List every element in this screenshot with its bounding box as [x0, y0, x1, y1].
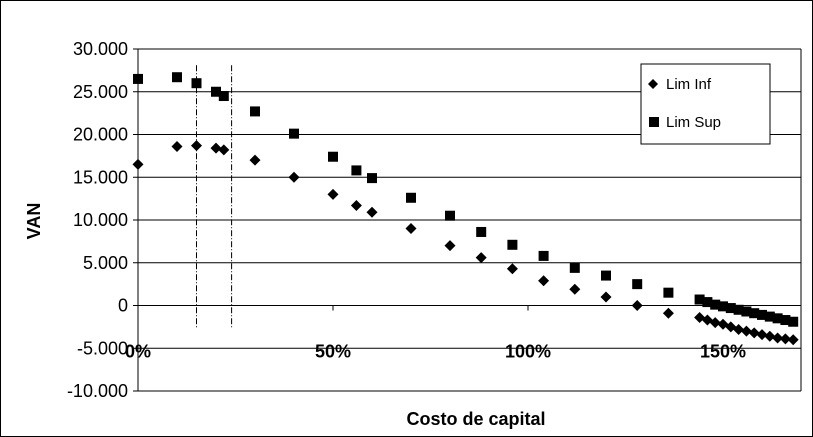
y-tick-label-4: 10.000	[73, 210, 128, 230]
lim-inf-point-10	[405, 223, 417, 235]
y-tick-label-6: 0	[118, 296, 128, 316]
lim-sup-point-10	[406, 192, 416, 203]
y-tick-label-2: 20.000	[73, 125, 128, 145]
lim-sup-point-16	[601, 270, 611, 281]
lim-sup-point-22	[718, 301, 728, 312]
lim-inf-point-11	[444, 240, 456, 252]
lim-sup-point-9	[367, 173, 377, 184]
y-tick-label-3: 15.000	[73, 167, 128, 187]
lim-sup-point-18	[663, 287, 674, 298]
y-axis-title: VAN	[24, 203, 44, 240]
lim-sup-point-27	[757, 309, 767, 320]
lim-inf-point-27	[756, 329, 768, 341]
lim-sup-point-12	[476, 226, 487, 237]
lim-inf-point-3	[210, 142, 222, 154]
lim-inf-point-1	[171, 140, 183, 152]
lim-inf-point-6	[288, 171, 300, 183]
lim-inf-point-9	[366, 206, 378, 218]
lim-sup-point-25	[741, 306, 752, 317]
y-tick-label-8: -10.000	[67, 381, 128, 401]
lim-inf-point-24	[733, 323, 745, 335]
lim-sup-point-19	[694, 294, 705, 305]
lim-sup-point-26	[749, 308, 760, 319]
x-tick-label-2: 100%	[505, 342, 551, 362]
lim-inf-point-16	[600, 291, 612, 303]
lim-inf-point-12	[475, 252, 487, 264]
lim-sup-point-23	[725, 303, 736, 314]
lim-sup-point-28	[764, 311, 775, 322]
lim-sup-point-21	[710, 299, 721, 310]
lim-inf-point-28	[764, 330, 776, 342]
lim-sup-point-20	[702, 297, 713, 308]
lim-sup-point-14	[538, 250, 549, 261]
lim-sup-point-29	[772, 313, 783, 324]
lim-inf-point-14	[538, 275, 550, 287]
x-axis-title: Costo de capital	[406, 409, 545, 429]
lim-sup-point-7	[328, 151, 338, 162]
legend-marker-lim-sup	[649, 117, 659, 127]
lim-sup-point-8	[351, 165, 362, 176]
lim-inf-point-25	[740, 325, 752, 337]
legend-label-lim-inf: Lim Inf	[666, 76, 712, 93]
x-tick-label-0: 0%	[125, 342, 151, 362]
lim-inf-point-5	[249, 154, 261, 166]
lim-inf-point-13	[506, 263, 518, 275]
lim-inf-point-30	[779, 333, 791, 345]
x-tick-label-1: 50%	[315, 342, 351, 362]
lim-sup-point-15	[569, 262, 580, 273]
lim-sup-point-31	[788, 316, 799, 327]
lim-inf-point-0	[132, 158, 144, 170]
y-tick-label-5: 5.000	[83, 253, 128, 273]
lim-sup-point-6	[289, 128, 299, 139]
lim-sup-point-17	[632, 279, 643, 290]
lim-inf-point-29	[772, 332, 784, 344]
y-tick-label-1: 25.000	[73, 82, 128, 102]
lim-inf-point-8	[350, 199, 362, 211]
lim-sup-point-2	[191, 78, 202, 89]
lim-sup-point-0	[133, 73, 143, 84]
lim-sup-point-11	[445, 210, 455, 221]
legend-box	[640, 63, 771, 145]
legend-label-lim-sup: Lim Sup	[666, 114, 721, 131]
lim-sup-point-30	[780, 315, 791, 326]
lim-inf-point-2	[191, 140, 202, 152]
lim-sup-point-13	[507, 239, 518, 250]
lim-inf-point-4	[218, 144, 230, 156]
lim-inf-point-26	[748, 327, 760, 339]
lim-inf-point-31	[787, 334, 799, 346]
y-tick-label-7: -5.000	[77, 338, 128, 358]
lim-sup-point-4	[218, 91, 229, 102]
lim-inf-point-7	[327, 188, 339, 200]
lim-inf-point-21	[709, 317, 721, 329]
lim-inf-point-15	[569, 283, 581, 295]
y-tick-label-0: 30.000	[73, 39, 128, 59]
x-tick-label-3: 150%	[700, 342, 746, 362]
lim-inf-point-18	[662, 307, 674, 319]
lim-sup-point-3	[211, 86, 221, 97]
lim-sup-point-5	[250, 106, 260, 117]
lim-sup-point-24	[733, 304, 744, 315]
lim-sup-point-1	[172, 72, 182, 83]
legend-marker-lim-inf	[648, 79, 658, 89]
lim-inf-point-17	[631, 300, 643, 311]
